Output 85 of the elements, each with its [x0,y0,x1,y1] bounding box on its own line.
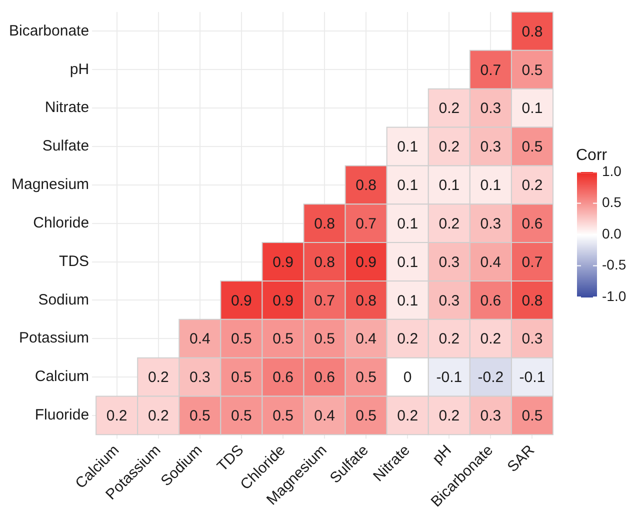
data-label: 0.1 [480,177,502,194]
data-label: -0.1 [436,369,462,386]
data-label: 0.2 [438,100,460,118]
data-label: 0.1 [397,177,418,194]
data-label: 0.5 [272,330,294,348]
data-label: 0.8 [314,254,335,271]
data-label: 0.5 [189,408,210,425]
color-bar-label: -0.5 [602,256,626,273]
color-bar-title: Corr [576,147,608,164]
data-label: 0.5 [356,369,376,386]
data-label: 0.2 [522,177,543,194]
data-label: 0.2 [438,215,460,232]
data-label: 0.5 [356,408,376,425]
data-label: 0.8 [314,215,335,232]
data-label: 0.5 [314,330,335,348]
data-label: 0.2 [106,408,128,425]
data-label: 0.3 [438,254,460,271]
y-tick-label: Bicarbonate [8,22,90,40]
data-label: 0.7 [314,292,335,310]
data-label: 0.9 [231,292,252,310]
data-label: 0.2 [397,330,418,348]
data-label: 0.5 [231,408,252,425]
data-label: 0.8 [356,177,376,194]
data-label: 0.5 [522,138,543,156]
data-label: -0.1 [519,369,546,386]
data-label: 0.9 [356,254,376,271]
color-bar-label: 1.0 [602,162,622,179]
data-label: 0.2 [397,408,418,425]
data-label: 0.9 [272,254,294,271]
color-bar-label: 0.0 [602,225,622,242]
data-label: 0.3 [480,100,502,118]
data-label: 0.8 [522,23,543,40]
data-label: 0.5 [272,408,294,425]
data-label: 0.1 [397,215,418,232]
y-tick-label: Potassium [19,330,90,347]
data-label: 0.6 [522,215,543,232]
data-label: 0 [403,369,412,386]
data-label: 0.7 [480,62,502,79]
y-tick-label: Fluoride [34,406,90,424]
color-bar-label: -1.0 [602,288,626,304]
data-label: 0.5 [522,408,543,425]
data-label: 0.5 [231,369,252,386]
y-tick-label: Sulfate [42,138,90,155]
data-label: 0.2 [438,330,460,348]
data-label: 0.1 [438,177,460,194]
data-label: 0.5 [231,330,252,348]
y-tick-label: Sodium [38,291,90,308]
y-tick-label: Calcium [34,368,90,386]
data-label: 0.7 [356,215,376,232]
y-tick-label: Nitrate [44,99,90,116]
data-label: 0.1 [397,292,418,310]
color-bar-label: 0.5 [602,194,622,210]
data-label: 0.7 [522,254,543,271]
data-label: 0.4 [314,408,335,425]
data-label: 0.1 [397,138,418,156]
y-tick-label: Chloride [33,214,90,232]
data-label: 0.2 [438,408,460,425]
data-label: 0.2 [148,408,169,425]
data-label: 0.2 [480,330,502,348]
data-label: 0.4 [189,330,210,348]
data-label: 0.3 [480,215,502,232]
data-label: 0.9 [272,292,294,310]
data-label: 0.8 [356,292,376,310]
data-label: 0.4 [356,330,376,348]
data-label: 0.3 [522,330,543,348]
data-label: 0.6 [314,369,335,386]
data-label: 0.3 [438,292,460,310]
data-label: 0.5 [522,62,543,79]
data-label: 0.1 [522,100,543,118]
y-tick-label: Magnesium [12,176,90,194]
y-tick-label: pH [70,60,90,78]
data-label: 0.3 [189,369,210,386]
y-tick-label: TDS [59,252,90,270]
data-label: 0.6 [480,292,502,310]
data-label: 0.8 [522,292,543,310]
data-label: 0.2 [438,138,460,156]
data-label: 0.3 [480,408,502,425]
data-label: 0.4 [480,254,502,271]
data-label: 0.6 [272,369,294,386]
x-tick-label: TDS [214,442,248,475]
x-tick-label: SAR [504,442,538,476]
data-label: -0.2 [478,369,504,386]
data-label: 0.2 [148,369,169,386]
data-label: 0.3 [480,138,502,156]
data-label: 0.1 [397,254,418,271]
